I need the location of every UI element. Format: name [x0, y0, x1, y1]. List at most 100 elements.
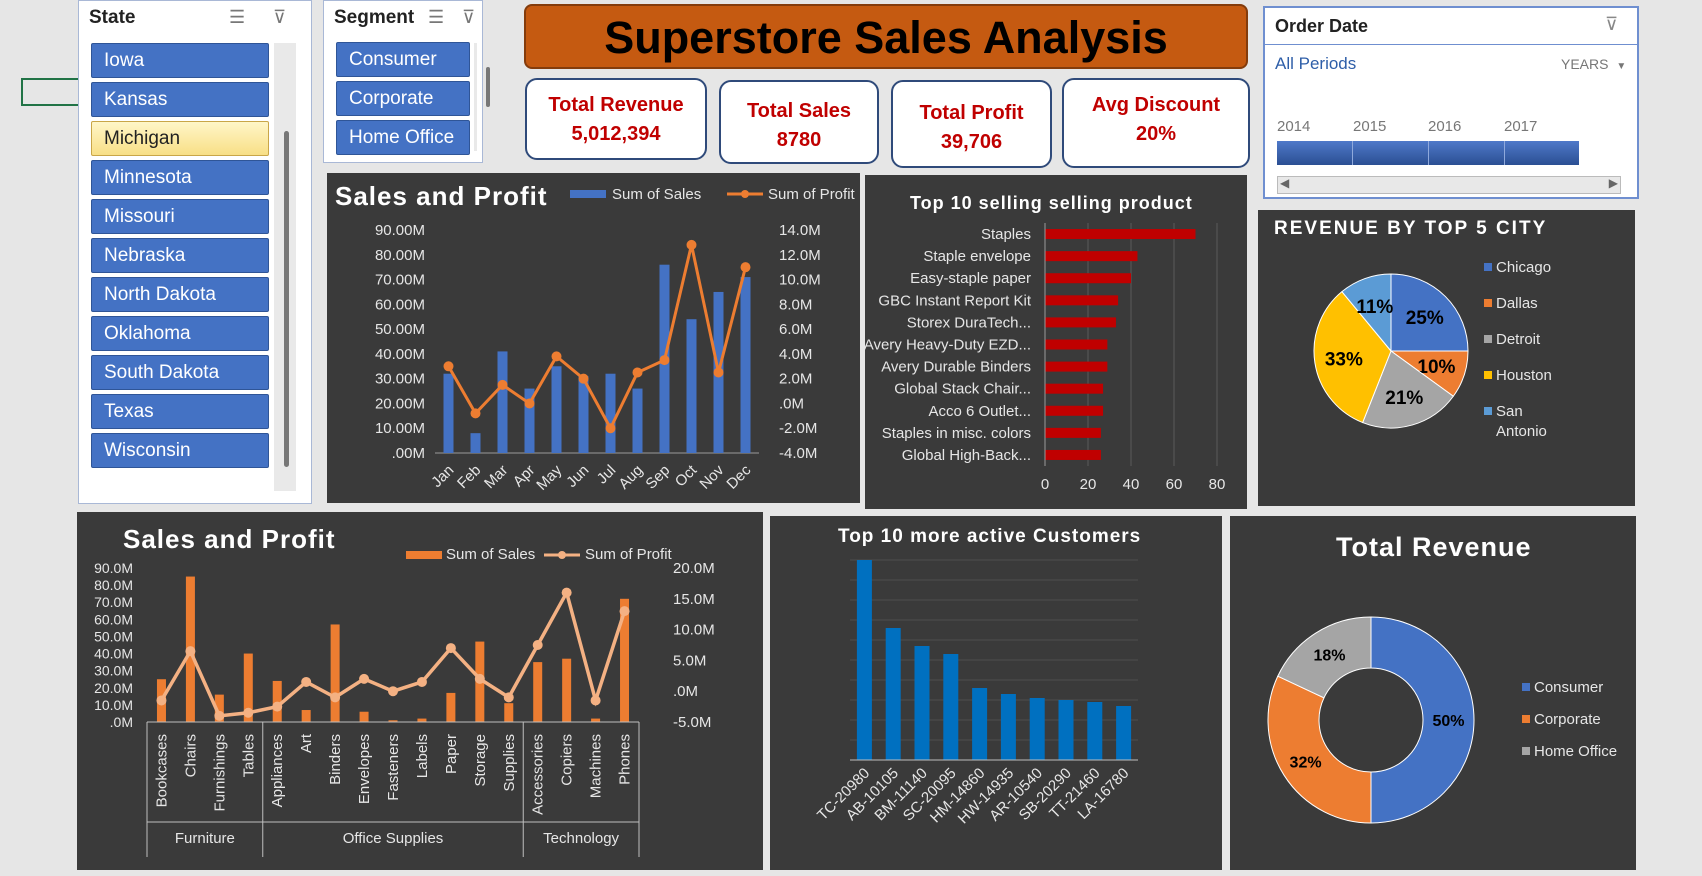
dashboard-title: Superstore Sales Analysis	[524, 4, 1248, 69]
customer-bar	[943, 654, 959, 760]
timeline-scrollbar[interactable]: ◀ ▶	[1277, 176, 1621, 194]
kpi-total-revenue: Total Revenue 5,012,394	[525, 78, 707, 160]
x-axis-tick: Nov	[696, 461, 727, 492]
legend-label: Detroit	[1496, 331, 1541, 348]
profit-point	[632, 367, 643, 378]
y-axis-left-tick: 10.0M	[94, 697, 133, 713]
product-bar	[1045, 405, 1104, 416]
sales-bar	[524, 388, 535, 453]
timeline-level: YEARS	[1561, 56, 1609, 72]
profit-point	[524, 398, 535, 409]
legend-label: Sum of Sales	[446, 546, 535, 563]
customer-bar	[972, 688, 988, 760]
sales-bar	[470, 433, 481, 453]
year-label: 2015	[1353, 118, 1387, 135]
scroll-left-icon[interactable]: ◀	[1280, 176, 1290, 190]
y-axis-right-tick: -4.0M	[779, 445, 817, 462]
state-item[interactable]: Nebraska	[91, 238, 269, 273]
segment-scrollbar[interactable]	[474, 43, 477, 151]
state-scroll-thumb[interactable]	[284, 131, 289, 467]
scroll-right-icon[interactable]: ▶	[1608, 176, 1618, 190]
selected-cell[interactable]	[21, 78, 81, 106]
clear-filter-icon[interactable]: ⊽	[462, 7, 476, 27]
x-axis-tick: Machines	[588, 734, 605, 798]
donut-slice	[1370, 616, 1475, 824]
y-axis-right-tick: 12.0M	[779, 247, 821, 264]
y-axis-left-tick: 40.0M	[94, 646, 133, 662]
x-axis-tick: Binders	[327, 734, 344, 785]
state-item[interactable]: North Dakota	[91, 277, 269, 312]
legend-label: Antonio	[1496, 423, 1547, 440]
x-axis-tick: Paper	[443, 734, 460, 774]
state-item[interactable]: Michigan	[91, 121, 269, 156]
state-item[interactable]: Wisconsin	[91, 433, 269, 468]
sales-bar	[330, 624, 340, 722]
state-item[interactable]: Texas	[91, 394, 269, 429]
legend-label: Home Office	[1534, 743, 1617, 760]
slice-label: 18%	[1313, 648, 1345, 665]
legend-swatch	[1484, 407, 1492, 415]
sales-bar	[740, 277, 751, 453]
chart-title: Sales and Profit	[123, 524, 336, 554]
year-label: 2014	[1277, 118, 1311, 135]
sales-bar	[443, 373, 454, 453]
state-item[interactable]: Iowa	[91, 43, 269, 78]
profit-point	[272, 701, 283, 712]
segment-item[interactable]: Home Office	[336, 120, 470, 155]
state-item[interactable]: Minnesota	[91, 160, 269, 195]
legend-label: Sum of Sales	[612, 186, 701, 203]
year-label: 2017	[1504, 118, 1538, 135]
state-item[interactable]: Missouri	[91, 199, 269, 234]
sales-bar	[214, 694, 224, 722]
profit-point	[443, 361, 454, 372]
profit-point	[416, 676, 427, 687]
y-axis-tick: Easy-staple paper	[910, 270, 1031, 287]
segment-donut-chart: 50% 32% 18% Consumer Corporate Home Office	[1267, 616, 1617, 824]
profit-point	[445, 643, 456, 654]
x-axis-tick: Aug	[615, 462, 646, 493]
y-axis-left-tick: 80.00M	[375, 247, 425, 264]
timeline-level-dropdown[interactable]: YEARS ▼	[1561, 56, 1626, 72]
state-item[interactable]: South Dakota	[91, 355, 269, 390]
x-axis-group-label: Office Supplies	[343, 830, 444, 847]
multi-select-icon[interactable]: ☰	[428, 7, 445, 27]
x-axis-tick: 60	[1166, 476, 1183, 493]
segment-revenue-panel: Total Revenue 50% 32% 18% Consumer Corporate…	[1230, 516, 1636, 870]
profit-point	[532, 640, 543, 650]
sales-bar	[417, 718, 427, 722]
top-customers-chart: TC-20980AB-10105BM-11140SC-20095HM-14860…	[814, 559, 1138, 827]
legend-swatch	[1522, 747, 1530, 755]
y-axis-right-tick: 2.0M	[779, 371, 812, 388]
x-axis-tick: 40	[1123, 476, 1140, 493]
timeline-selection-bar[interactable]	[1277, 141, 1579, 165]
legend-swatch	[1484, 371, 1492, 379]
segment-item[interactable]: Corporate	[336, 81, 470, 116]
x-axis-group-label: Technology	[543, 830, 619, 847]
sales-bar	[620, 598, 630, 722]
state-item[interactable]: Kansas	[91, 82, 269, 117]
product-bar	[1045, 383, 1104, 394]
product-bar	[1045, 229, 1196, 240]
segment-scroll-thumb[interactable]	[486, 67, 490, 107]
y-axis-left-tick: 70.00M	[375, 272, 425, 289]
sales-bar	[497, 351, 508, 453]
slice-label: 25%	[1406, 308, 1444, 329]
product-bar	[1045, 295, 1119, 306]
profit-point	[561, 587, 572, 598]
y-axis-right-tick: .0M	[779, 395, 804, 412]
multi-select-icon[interactable]: ☰	[229, 7, 246, 27]
segment-item[interactable]: Consumer	[336, 42, 470, 77]
profit-point	[605, 423, 616, 434]
x-axis-tick: Appliances	[269, 734, 286, 807]
clear-filter-icon[interactable]: ⊽	[273, 7, 287, 27]
customer-bar	[1029, 698, 1045, 760]
kpi-value: 8780	[776, 129, 822, 151]
state-item[interactable]: Oklahoma	[91, 316, 269, 351]
x-axis-tick: Sep	[642, 462, 673, 493]
customer-bar	[1000, 694, 1016, 760]
product-bar	[1045, 449, 1101, 460]
category-sales-profit-panel: Sales and Profit .0M 10.0M 20.0M 30.0M 40.0M…	[77, 512, 763, 870]
y-axis-left-tick: 10.00M	[375, 420, 425, 437]
y-axis-tick: Staples in misc. colors	[882, 425, 1031, 442]
clear-filter-icon[interactable]: ⊽	[1605, 14, 1619, 34]
